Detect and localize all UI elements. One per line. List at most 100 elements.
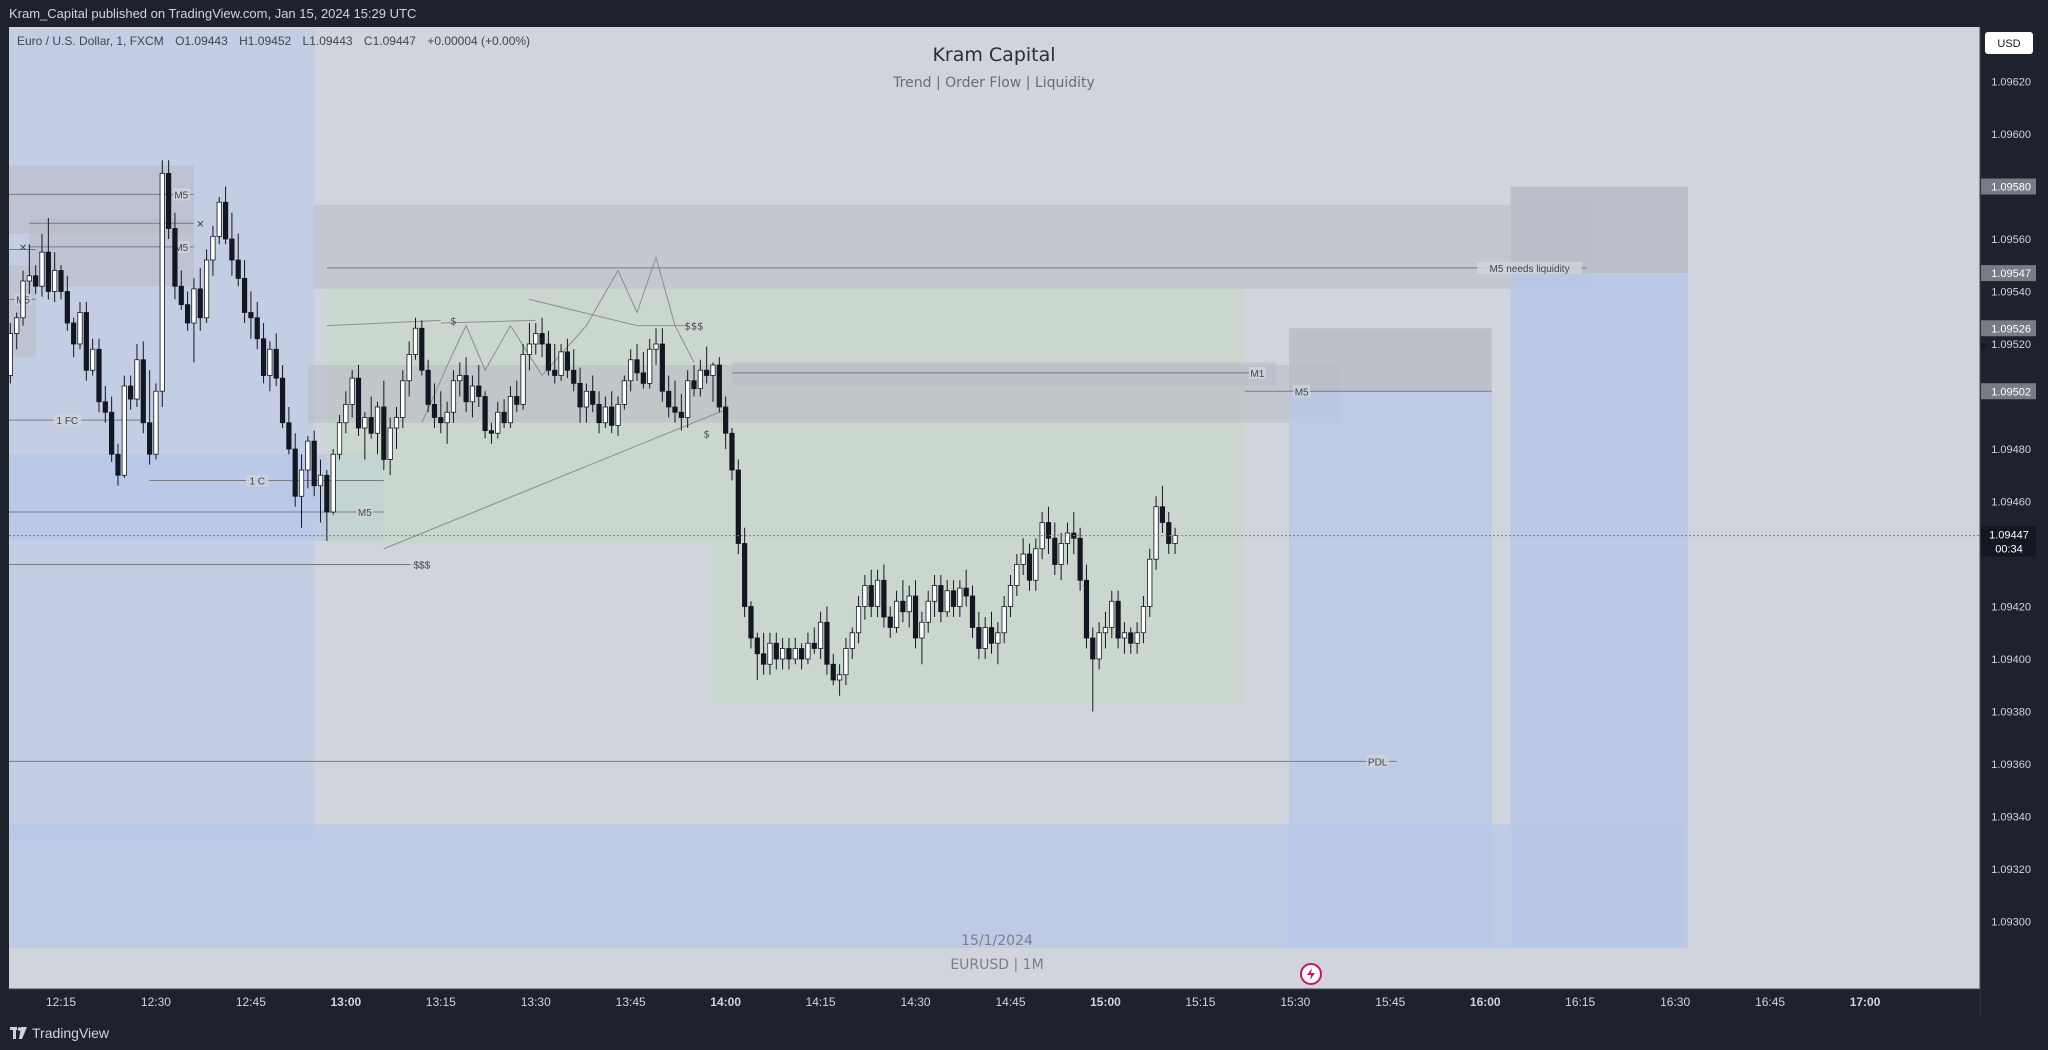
price-tick-label: 1.09560 <box>1991 234 2031 246</box>
candle-body <box>1064 532 1071 544</box>
candle-body <box>868 585 874 607</box>
price-axis-labels: 1.09620 1.09600 1.09560 1.09540 1.09520 1.094… <box>1991 77 2031 929</box>
candle-body <box>621 380 627 405</box>
time-axis[interactable] <box>9 989 1980 1016</box>
trend-line <box>421 255 695 423</box>
candle-body <box>419 327 425 371</box>
chart-marker: $$$ <box>684 322 703 333</box>
candle-body <box>336 422 343 455</box>
candle-body <box>279 377 286 424</box>
ohlc-high: H1.09452 <box>239 34 291 48</box>
price-tick-label: 1.09420 <box>1991 602 2031 614</box>
candle-body <box>564 351 571 371</box>
time-tick-label: 15:15 <box>1185 995 1215 1009</box>
zone-box <box>9 454 384 541</box>
candle-body <box>9 333 13 376</box>
candle-body <box>1014 564 1020 586</box>
candle-body <box>539 333 545 345</box>
zone-box <box>9 824 1682 948</box>
candle-body <box>109 411 115 455</box>
replay-icon[interactable] <box>1300 963 1322 985</box>
candle-body <box>1159 506 1166 523</box>
candle-body <box>691 380 697 390</box>
candle-body <box>1077 537 1083 581</box>
candle-body <box>672 406 678 413</box>
price-pointer-icon <box>1981 341 1987 352</box>
level-label: M5 <box>358 508 372 519</box>
price-tick-label: 1.09480 <box>1991 444 2031 456</box>
level-label-bg <box>356 506 374 518</box>
watermark-date: 15/1/2024 <box>961 933 1033 949</box>
candle-body <box>229 238 235 261</box>
level-label-bg <box>1248 366 1266 379</box>
time-tick-label: 12:30 <box>141 995 171 1009</box>
candle-body <box>260 338 267 376</box>
chart-marker: $ <box>703 429 709 440</box>
time-tick-label: 13:30 <box>521 995 551 1009</box>
candle-body <box>210 235 216 261</box>
time-tick-label: 16:45 <box>1755 995 1785 1009</box>
candle-body <box>349 377 355 405</box>
candle-body <box>134 359 140 400</box>
candle-body <box>191 288 197 324</box>
time-tick-label: 13:00 <box>330 995 361 1009</box>
price-tick-label: 1.09380 <box>1991 707 2031 719</box>
price-tick-label: 1.09320 <box>1991 864 2031 876</box>
current-price-countdown: 00:34 <box>1995 544 2023 556</box>
price-tag-label: 1.09502 <box>1991 386 2031 398</box>
candle-body <box>501 411 507 424</box>
candle-body <box>533 333 539 345</box>
candle-body <box>1090 637 1096 660</box>
candle-body <box>704 369 710 376</box>
time-tick-label: 14:45 <box>995 995 1025 1009</box>
candle-body <box>457 375 463 382</box>
candle-body <box>292 448 298 497</box>
zone-box <box>9 29 315 843</box>
candle-body <box>286 422 292 450</box>
time-tick-label: 15:00 <box>1090 995 1121 1009</box>
time-tick-label: 16:15 <box>1565 995 1595 1009</box>
candle-body <box>140 359 146 424</box>
level-label: M5 <box>1295 387 1309 398</box>
candle-body <box>583 390 589 408</box>
ohlc-low: L1.09443 <box>303 34 353 48</box>
price-tick-label: 1.09300 <box>1991 917 2031 929</box>
candle-body <box>976 627 982 649</box>
level-label: 1 FC <box>56 416 78 427</box>
candle-body <box>1007 585 1014 607</box>
candle-body <box>362 417 368 429</box>
candle-body <box>735 469 741 544</box>
level-label: M5 needs liquidity <box>1490 264 1570 275</box>
currency-button[interactable]: USD <box>1985 32 2033 54</box>
candle-body <box>862 585 868 607</box>
candle-body <box>843 648 849 676</box>
footer-bar: TradingView <box>0 1016 2048 1050</box>
candle-body <box>64 291 70 324</box>
candle-body <box>1001 606 1007 634</box>
candle-body <box>893 600 900 628</box>
candle-body <box>849 632 855 649</box>
markers-layer: $ $$$$✕✕ <box>19 219 710 440</box>
candle-body <box>248 312 254 319</box>
candle-body <box>20 280 26 319</box>
candle-body <box>172 228 178 287</box>
candle-body <box>159 172 165 392</box>
tradingview-logo[interactable]: TradingView <box>10 1025 109 1041</box>
price-tag-box <box>1981 320 2036 337</box>
candle-body <box>406 354 412 382</box>
candle-body <box>438 417 444 424</box>
candle-body <box>944 590 950 613</box>
candle-body <box>463 375 469 403</box>
price-chart[interactable]: M5M5M51 FC1 CM5$$$M5 needs liquidityM1M5… <box>9 27 2048 1016</box>
trend-line <box>529 298 688 327</box>
candle-body <box>400 380 406 418</box>
trend-line <box>440 319 536 324</box>
candle-body <box>748 606 754 639</box>
time-tick-label: 15:45 <box>1375 995 1405 1009</box>
candle-body <box>305 440 311 471</box>
candle-body <box>1166 522 1172 544</box>
level-label-bg <box>245 474 269 487</box>
candle-body <box>450 380 457 413</box>
candle-body <box>273 348 279 379</box>
chart-area[interactable]: M5M5M51 FC1 CM5$$$M5 needs liquidityM1M5… <box>9 27 2048 1016</box>
